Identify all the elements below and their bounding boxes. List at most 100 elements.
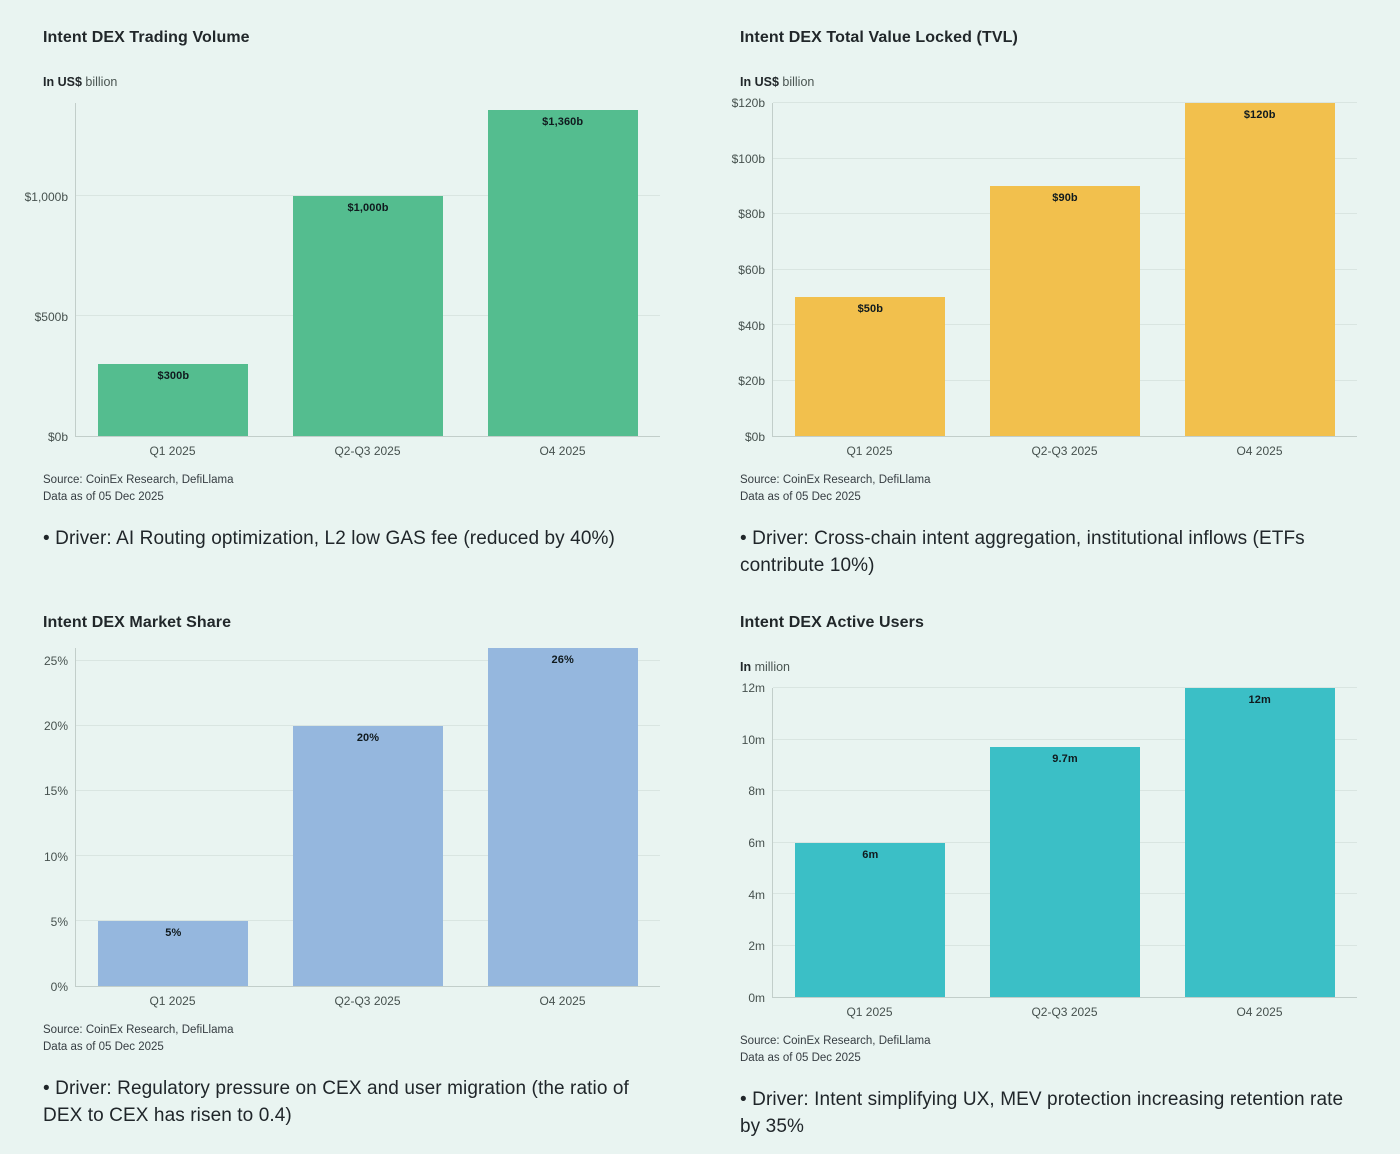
unit-label-bold: In US$ [43, 75, 82, 89]
x-category-label: Q1 2025 [846, 1005, 893, 1019]
data-as-of-line: Data as of 05 Dec 2025 [740, 491, 861, 503]
y-tick-label: 15% [43, 784, 68, 799]
unit-label-rest: million [751, 660, 791, 674]
chart-title: Intent DEX Trading Volume [43, 29, 250, 46]
source-note: Source: CoinEx Research, DefiLlama Data … [43, 472, 660, 506]
bar-slot: 6m [773, 688, 968, 997]
bar-slot: 26% [465, 648, 660, 986]
source-line: Source: CoinEx Research, DefiLlama [740, 1035, 931, 1047]
y-tick-label: $80b [738, 207, 765, 222]
unit-label-rest: billion [778, 75, 815, 89]
bar: $90b [990, 186, 1140, 436]
bar-slot: $1,360b [465, 103, 660, 436]
x-axis: Q1 2025 Q2-Q3 2025 O4 2025 [75, 444, 660, 458]
bar: $1,360b [487, 110, 638, 436]
x-category-label: Q1 2025 [149, 994, 196, 1008]
data-as-of-line: Data as of 05 Dec 2025 [740, 1052, 861, 1064]
bar-value-label: 9.7m [1052, 753, 1078, 766]
bar: 26% [487, 648, 638, 986]
bar-value-label: 6m [862, 848, 879, 861]
chart-title: Intent DEX Active Users [740, 614, 924, 631]
bar: 20% [293, 726, 443, 986]
driver-note: • Driver: Regulatory pressure on CEX and… [43, 1078, 629, 1126]
x-axis-spacer [740, 444, 772, 458]
x-category-label: O4 2025 [1236, 1005, 1283, 1019]
y-tick-label: $100b [731, 151, 765, 166]
y-axis: 0% 5% 10% 15% 20% 25% [43, 648, 75, 994]
bar-value-label: $300b [157, 370, 190, 383]
y-tick-label: 6m [748, 836, 765, 850]
bar-slot: $50b [773, 103, 968, 436]
source-line: Source: CoinEx Research, DefiLlama [43, 1024, 234, 1036]
bar: 12m [1184, 688, 1335, 997]
bar-slot: $90b [968, 103, 1163, 436]
bar: 6m [795, 842, 946, 997]
y-axis: 0m 2m 4m 6m 8m 10m 12m [740, 681, 772, 1005]
x-category-label: Q2-Q3 2025 [1031, 444, 1098, 458]
y-tick-label: $40b [738, 318, 765, 333]
x-axis-spacer [43, 994, 75, 1008]
plot-area: 6m 9.7m 12m [772, 687, 1357, 998]
bar-value-label: $50b [857, 303, 884, 316]
bar-value-label: 12m [1248, 694, 1271, 706]
plot-area: $50b $90b $120b [772, 102, 1357, 437]
x-axis-row: Q1 2025 Q2-Q3 2025 O4 2025 [740, 444, 1357, 458]
source-line: Source: CoinEx Research, DefiLlama [43, 474, 234, 486]
chart-active-users: Intent DEX Active Users In million 0m 2m 4… [740, 613, 1357, 1140]
y-tick-label: 2m [748, 939, 765, 954]
chart-trading-volume: Intent DEX Trading Volume In US$ billion… [25, 28, 660, 579]
gridline [76, 725, 660, 726]
data-as-of-line: Data as of 05 Dec 2025 [43, 1041, 164, 1053]
chart-tvl: Intent DEX Total Value Locked (TVL) In U… [732, 28, 1357, 579]
bar: $300b [98, 364, 249, 436]
y-tick-label: 8m [748, 784, 765, 799]
y-tick-label: 25% [43, 654, 68, 669]
source-note: Source: CoinEx Research, DefiLlama Data … [740, 1033, 1357, 1067]
y-axis: $0b $20b $40b $60b $80b $100b $120b [732, 96, 772, 444]
x-category-label: Q2-Q3 2025 [1031, 1005, 1098, 1019]
chart-market-share: Intent DEX Market Share 0% 5% 10% 15% 20% 25%… [43, 613, 660, 1140]
bar-value-label: $1,000b [347, 202, 389, 215]
x-axis-row: Q1 2025 Q2-Q3 2025 O4 2025 [740, 1005, 1357, 1019]
bars: $300b $1,000b $1,360b [76, 103, 660, 436]
unit-label-bold: In US$ [740, 75, 779, 89]
x-category-label: O4 2025 [539, 444, 586, 458]
source-note: Source: CoinEx Research, DefiLlama Data … [43, 1022, 660, 1056]
y-tick-label: $60b [738, 263, 765, 277]
data-as-of-line: Data as of 05 Dec 2025 [43, 491, 164, 503]
plot-area: 5% 20% 26% [75, 648, 660, 987]
source-note: Source: CoinEx Research, DefiLlama Data … [740, 472, 1357, 506]
driver-note: • Driver: Cross-chain intent aggregation… [740, 528, 1305, 576]
y-tick-label: $120b [731, 96, 765, 110]
y-tick-label: 4m [748, 887, 765, 902]
bar-slot: $300b [76, 103, 271, 436]
gridline [76, 660, 660, 661]
bar: $120b [1184, 103, 1335, 436]
y-tick-label: 10% [43, 849, 68, 864]
x-axis-row: Q1 2025 Q2-Q3 2025 O4 2025 [43, 994, 660, 1008]
y-tick-label: $0b [47, 430, 68, 444]
chart-unit-label: In million [740, 659, 1357, 675]
bar-value-label: $90b [1052, 192, 1078, 205]
x-axis-spacer [740, 1005, 772, 1019]
bars: 6m 9.7m 12m [773, 688, 1357, 997]
x-axis: Q1 2025 Q2-Q3 2025 O4 2025 [772, 444, 1357, 458]
y-axis: $0b $500b $1,000b [25, 103, 75, 444]
chart-unit-label: In US$ billion [740, 74, 1357, 90]
bar: $1,000b [293, 196, 443, 436]
y-tick-label: 0m [748, 991, 765, 1005]
plot-area: $300b $1,000b $1,360b [75, 103, 660, 437]
gridline [773, 687, 1357, 688]
source-line: Source: CoinEx Research, DefiLlama [740, 474, 931, 486]
bar-value-label: 5% [165, 927, 182, 939]
bars: $50b $90b $120b [773, 103, 1357, 436]
bar-slot: $120b [1162, 103, 1357, 436]
y-tick-label: $0b [744, 430, 765, 444]
bar-slot: $1,000b [271, 103, 466, 436]
y-tick-label: 0% [50, 980, 68, 994]
bar: 5% [98, 921, 249, 986]
gridline [773, 157, 1357, 159]
x-category-label: Q2-Q3 2025 [334, 994, 401, 1008]
bar-value-label: $1,360b [542, 116, 584, 129]
bar-slot: 5% [76, 648, 271, 986]
